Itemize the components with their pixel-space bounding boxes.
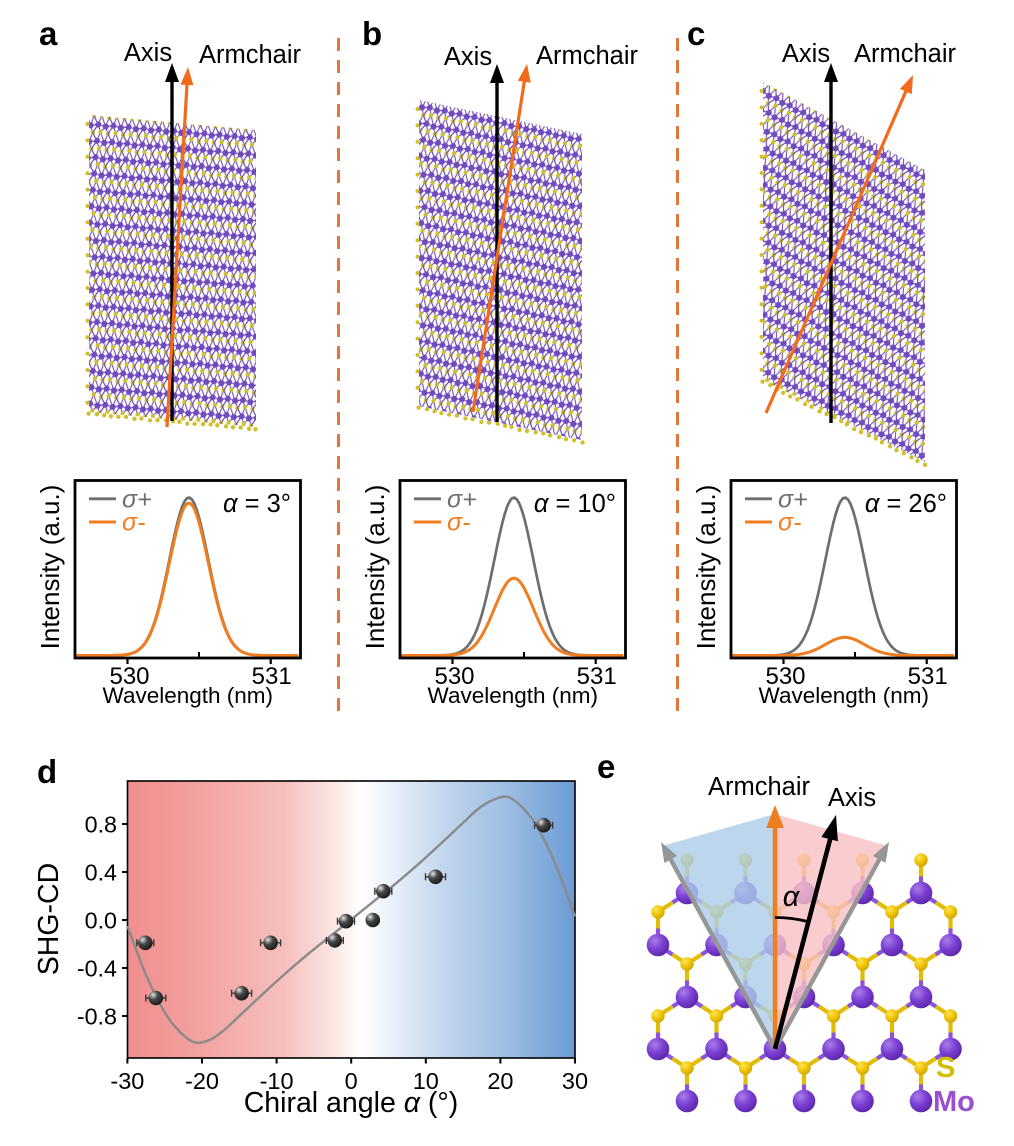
svg-text:Axis: Axis <box>444 43 492 71</box>
svg-text:20: 20 <box>487 1068 513 1094</box>
svg-text:σ-: σ- <box>447 509 470 537</box>
svg-text:531: 531 <box>577 663 617 690</box>
svg-text:S: S <box>936 1052 955 1084</box>
svg-text:Armchair: Armchair <box>536 42 639 70</box>
svg-text:530: 530 <box>109 663 149 690</box>
svg-text:c: c <box>687 15 705 52</box>
svg-text:531: 531 <box>908 663 948 690</box>
svg-text:0.8: 0.8 <box>85 812 117 838</box>
svg-text:Wavelength (nm): Wavelength (nm) <box>428 683 598 708</box>
svg-text:-0.8: -0.8 <box>77 1004 117 1030</box>
svg-text:α = 10°: α = 10° <box>534 490 616 518</box>
svg-text:e: e <box>597 748 615 785</box>
svg-text:0.4: 0.4 <box>85 860 117 886</box>
svg-text:SHG-CD: SHG-CD <box>33 863 65 975</box>
svg-text:d: d <box>37 753 57 790</box>
svg-text:Mo: Mo <box>933 1086 975 1118</box>
svg-text:Axis: Axis <box>828 784 876 812</box>
svg-text:Axis: Axis <box>124 39 172 67</box>
svg-text:Intensity (a.u.): Intensity (a.u.) <box>360 485 390 650</box>
svg-text:-30: -30 <box>110 1068 144 1094</box>
svg-text:σ+: σ+ <box>447 486 477 514</box>
svg-text:531: 531 <box>252 663 292 690</box>
svg-text:0.0: 0.0 <box>85 908 117 934</box>
svg-text:Intensity (a.u.): Intensity (a.u.) <box>35 485 65 650</box>
svg-text:0: 0 <box>345 1068 358 1094</box>
svg-text:b: b <box>362 15 382 52</box>
svg-text:α = 26°: α = 26° <box>865 490 947 518</box>
svg-text:a: a <box>39 15 58 52</box>
svg-text:α: α <box>783 881 801 913</box>
svg-text:Armchair: Armchair <box>708 773 811 801</box>
svg-text:Chiral angle α (°): Chiral angle α (°) <box>244 1087 459 1119</box>
svg-text:30: 30 <box>562 1068 588 1094</box>
svg-text:Wavelength (nm): Wavelength (nm) <box>759 683 929 708</box>
svg-text:530: 530 <box>765 663 805 690</box>
svg-text:Armchair: Armchair <box>199 41 302 69</box>
svg-text:530: 530 <box>434 663 474 690</box>
svg-text:-10: -10 <box>260 1068 294 1094</box>
svg-text:Axis: Axis <box>782 40 830 68</box>
svg-text:-20: -20 <box>185 1068 219 1094</box>
svg-text:10: 10 <box>413 1068 439 1094</box>
svg-text:Wavelength (nm): Wavelength (nm) <box>103 683 273 708</box>
svg-text:Intensity (a.u.): Intensity (a.u.) <box>691 485 721 650</box>
svg-text:σ-: σ- <box>778 509 801 537</box>
svg-text:-0.4: -0.4 <box>77 956 117 982</box>
svg-text:σ-: σ- <box>122 509 145 537</box>
svg-text:α = 3°: α = 3° <box>223 490 291 518</box>
svg-text:σ+: σ+ <box>778 486 808 514</box>
svg-text:σ+: σ+ <box>122 486 152 514</box>
svg-text:Armchair: Armchair <box>854 40 957 68</box>
